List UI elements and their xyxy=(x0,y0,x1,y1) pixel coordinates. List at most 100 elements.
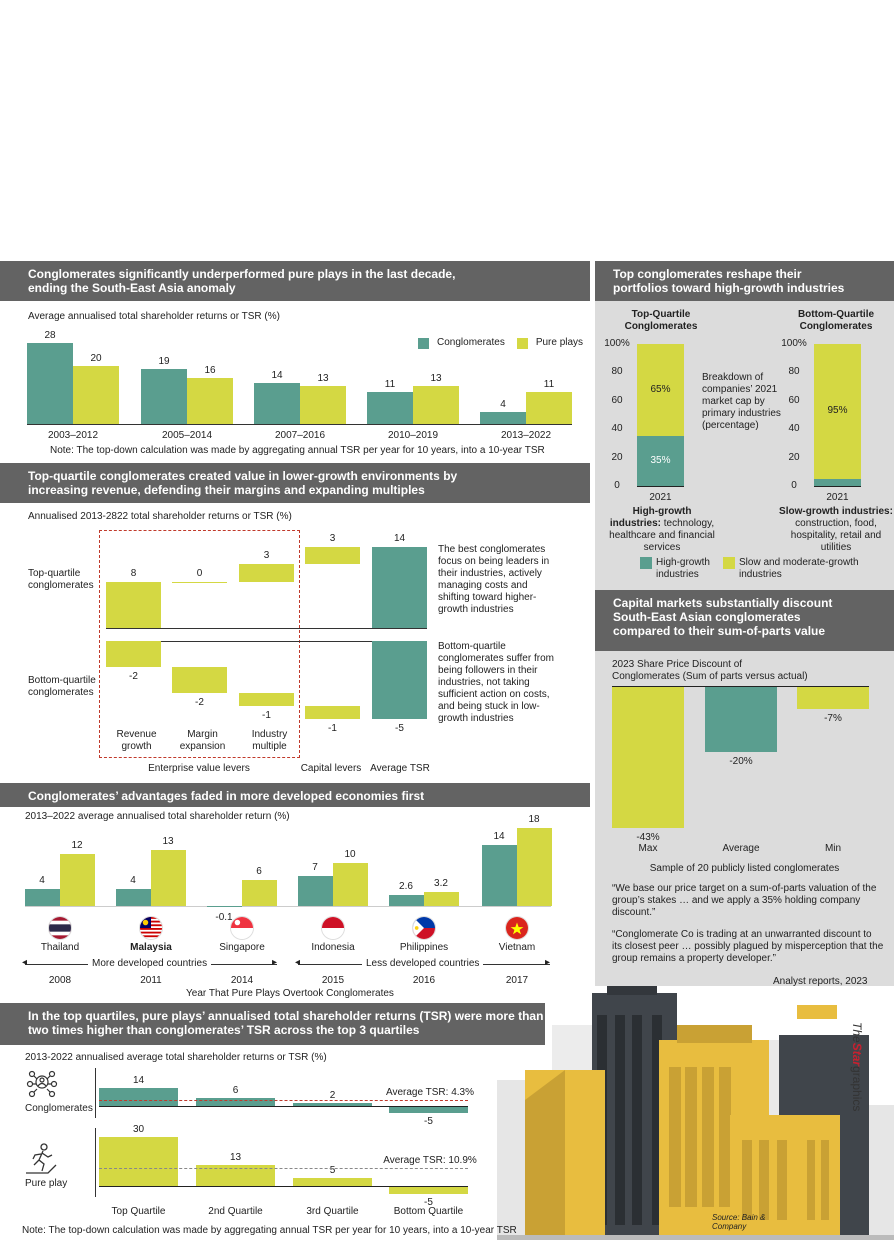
arrow-head-icon: ◂ xyxy=(295,957,301,968)
section-title: Capital markets substantially discount S… xyxy=(613,596,833,638)
bar-pure-plays xyxy=(60,854,95,906)
average-line xyxy=(99,1168,468,1170)
chart-note: Note: The top-down calculation was made … xyxy=(22,1225,517,1236)
philippines-flag-icon xyxy=(412,916,436,940)
data-label: 14 xyxy=(493,831,505,843)
y-tick-label: 80 xyxy=(611,366,623,378)
singapore-flag-icon xyxy=(230,916,254,940)
more-developed-label: More developed countries xyxy=(88,958,212,970)
data-label: 28 xyxy=(44,329,56,341)
vertical-axis xyxy=(95,1068,96,1118)
category-label: 2003–2012 xyxy=(47,430,99,441)
data-label: 13 xyxy=(317,373,329,385)
top-quartile-annotation: The best conglomerates focus on being le… xyxy=(438,544,550,615)
data-label: 2 xyxy=(329,1090,336,1102)
category-label: 2nd Quartile xyxy=(208,1206,263,1217)
chart-subtitle: 2013-2022 annualised average total share… xyxy=(25,1052,327,1063)
category-label: Top Quartile xyxy=(111,1206,166,1217)
legend-label: Conglomerates xyxy=(437,337,505,348)
network-people-icon xyxy=(26,1070,58,1098)
category-label: 3rd Quartile xyxy=(306,1206,359,1217)
data-label: 11 xyxy=(384,379,396,391)
bar-quartile xyxy=(389,1186,468,1195)
analyst-quote-1: “We base our price target on a sum-of-pa… xyxy=(612,883,877,918)
legend-swatch-pure-plays xyxy=(516,337,528,349)
bottom-quartile-annotation: Bottom-quartile conglomerates suffer fro… xyxy=(438,641,554,724)
vietnam-flag-icon xyxy=(505,916,529,940)
category-label: 2007–2016 xyxy=(274,430,326,441)
bar-lever xyxy=(239,564,294,582)
data-label: 3.2 xyxy=(434,878,448,890)
legend-label: Pure plays xyxy=(535,337,584,348)
category-label: Industry xyxy=(251,729,288,740)
bar-quartile xyxy=(389,1106,468,1113)
discount-bar xyxy=(797,686,869,710)
vertical-axis xyxy=(95,1128,96,1197)
data-label: -5 xyxy=(424,1197,433,1209)
bar-lever xyxy=(172,581,227,583)
discount-bar xyxy=(612,686,684,828)
segment-label: 95% xyxy=(827,405,848,417)
bar-conglomerates xyxy=(207,906,242,907)
bar-pure-plays xyxy=(73,366,119,424)
bar-pure-plays xyxy=(517,828,552,906)
data-label: 30 xyxy=(132,1124,145,1136)
section-title: Conglomerates significantly underperform… xyxy=(28,267,456,295)
data-label: -1 xyxy=(328,723,337,734)
data-label: 6 xyxy=(232,1085,239,1097)
data-label: -1 xyxy=(262,710,271,721)
legend-label: Slow and moderate-growth industries xyxy=(739,557,859,580)
baseline xyxy=(637,486,684,487)
data-label: 13 xyxy=(162,835,174,847)
country-label: Indonesia xyxy=(311,942,355,953)
desc-text: technology, healthcare and financial ser… xyxy=(609,518,715,553)
data-label: 16 xyxy=(204,364,216,376)
bar-quartile xyxy=(293,1177,372,1186)
bar-average-tsr xyxy=(372,546,427,628)
section-header-quartile-tsr: In the top quartiles, pure plays’ annual… xyxy=(0,1003,545,1045)
country-label: Vietnam xyxy=(498,942,536,953)
category-label: Min xyxy=(824,843,842,854)
bar-quartile xyxy=(99,1137,178,1186)
chart-title-bottom-quartile: Bottom-Quartile Conglomerates xyxy=(797,309,875,332)
chart-subtitle: Average annualised total shareholder ret… xyxy=(28,311,280,322)
indonesia-flag-icon xyxy=(321,916,345,940)
y-tick-label: 60 xyxy=(611,394,623,406)
y-tick-label: 80 xyxy=(788,366,800,378)
category-label: Bottom Quartile xyxy=(393,1206,464,1217)
y-tick-label: 40 xyxy=(788,423,800,435)
bar-conglomerates xyxy=(116,888,151,906)
bar-pure-plays xyxy=(413,386,459,424)
group-label: Enterprise value levers xyxy=(148,763,250,774)
bar-pure-plays xyxy=(151,849,186,906)
average-label: Average TSR: 4.3% xyxy=(385,1087,475,1099)
baseline xyxy=(612,686,869,687)
bar-conglomerates xyxy=(141,368,187,424)
data-label: -7% xyxy=(824,713,842,725)
arrow-head-icon: ▸ xyxy=(545,957,551,968)
data-label: 4 xyxy=(39,874,45,886)
bar-quartile xyxy=(99,1087,178,1106)
bar-lever xyxy=(305,546,360,565)
bar-pure-plays xyxy=(300,386,346,424)
legend-swatch-conglomerates xyxy=(418,337,429,349)
row-label-conglomerates: Conglomerates xyxy=(25,1103,93,1114)
country-label: Thailand xyxy=(40,942,80,953)
data-label: 3 xyxy=(263,550,270,562)
chart-caption: Year That Pure Plays Overtook Conglomera… xyxy=(186,988,394,999)
chart-subtitle: Annualised 2013-2822 total shareholder r… xyxy=(28,511,292,522)
category-label: multiple xyxy=(252,741,287,752)
data-label: -0.1 xyxy=(215,912,233,923)
category-label: Average xyxy=(722,843,760,854)
category-label: Max xyxy=(638,843,658,854)
high-growth-description: High-growth industries: technology, heal… xyxy=(607,506,717,554)
baseline xyxy=(99,1186,468,1187)
bar-pure-plays xyxy=(333,862,368,906)
data-label: 18 xyxy=(528,814,540,826)
y-tick-label: 20 xyxy=(611,451,623,463)
section-header-capital-markets: Capital markets substantially discount S… xyxy=(595,590,894,651)
data-label: 5 xyxy=(329,1164,336,1176)
stacked-bar-segment xyxy=(637,344,684,437)
group-label: Capital levers xyxy=(300,763,362,774)
section-title: Conglomerates’ advantages faded in more … xyxy=(28,789,425,803)
